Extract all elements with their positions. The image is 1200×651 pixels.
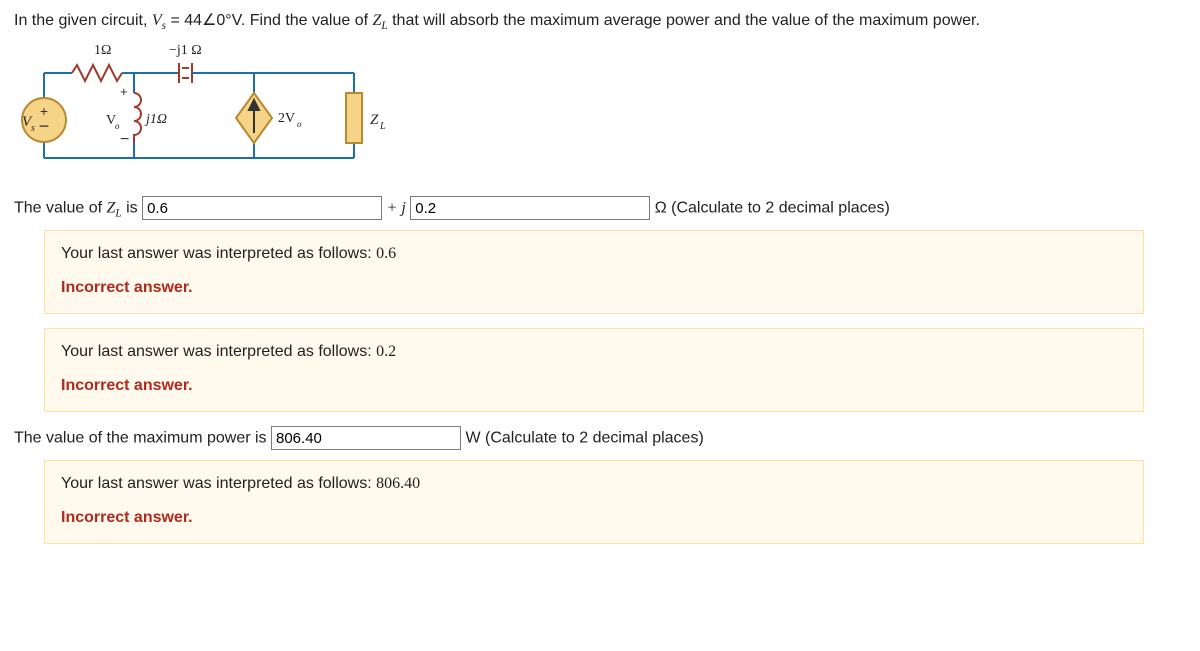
svg-text:2V: 2V: [278, 111, 295, 126]
feedback-box-2: Your last answer was interpreted as foll…: [44, 328, 1144, 412]
interp-label-1: Your last answer was interpreted as foll…: [61, 245, 376, 262]
feedback-box-1: Your last answer was interpreted as foll…: [44, 230, 1144, 314]
interp-val-1: 0.6: [376, 245, 396, 262]
vs-subscript: s: [162, 20, 166, 32]
svg-text:L: L: [379, 121, 386, 132]
zl-unit-hint: Ω (Calculate to 2 decimal places): [655, 200, 890, 217]
incorrect-1: Incorrect answer.: [61, 279, 1127, 297]
incorrect-2: Incorrect answer.: [61, 377, 1127, 395]
svg-text:1Ω: 1Ω: [94, 43, 111, 58]
prompt-prefix: In the given circuit,: [14, 12, 152, 29]
zl-label-is: is: [126, 200, 142, 217]
plus-j: + j: [387, 200, 406, 217]
svg-text:−j1 Ω: −j1 Ω: [169, 43, 202, 58]
vs-equation: = 44∠0°V. Find the value of: [170, 12, 372, 29]
power-label: The value of the maximum power is: [14, 430, 271, 447]
svg-text:−: −: [39, 116, 50, 136]
interp-2: Your last answer was interpreted as foll…: [61, 343, 1127, 361]
interp-label-2: Your last answer was interpreted as foll…: [61, 343, 376, 360]
prompt-suffix: that will absorb the maximum average pow…: [392, 12, 980, 29]
zl-answer-line: The value of ZL is + j Ω (Calculate to 2…: [14, 196, 1186, 220]
incorrect-3: Incorrect answer.: [61, 509, 1127, 527]
interp-3: Your last answer was interpreted as foll…: [61, 475, 1127, 493]
interp-val-2: 0.2: [376, 343, 396, 360]
svg-text:−: −: [120, 131, 129, 148]
zl-real-input[interactable]: [142, 196, 382, 220]
zl-subscript: L: [381, 20, 387, 32]
svg-text:o: o: [297, 119, 302, 129]
svg-text:o: o: [115, 121, 120, 131]
svg-text:+: +: [120, 84, 128, 99]
feedback-box-3: Your last answer was interpreted as foll…: [44, 460, 1144, 544]
power-answer-line: The value of the maximum power is W (Cal…: [14, 426, 1186, 450]
vs-symbol: V: [152, 12, 162, 29]
power-unit-hint: W (Calculate to 2 decimal places): [465, 430, 703, 447]
zl-imag-input[interactable]: [410, 196, 650, 220]
interp-label-3: Your last answer was interpreted as foll…: [61, 475, 376, 492]
interp-1: Your last answer was interpreted as foll…: [61, 245, 1127, 263]
circuit-diagram: + − V s + − V o 2V o Z L 1Ω −j1 Ω j1Ω: [14, 38, 1186, 178]
svg-text:j1Ω: j1Ω: [144, 112, 167, 127]
zl-label-pre: The value of: [14, 200, 107, 217]
svg-text:Z: Z: [370, 112, 379, 128]
power-input[interactable]: [271, 426, 461, 450]
interp-val-3: 806.40: [376, 475, 420, 492]
question-prompt: In the given circuit, Vs = 44∠0°V. Find …: [14, 10, 1186, 32]
zl-sub: L: [115, 208, 121, 220]
svg-text:s: s: [31, 123, 35, 134]
